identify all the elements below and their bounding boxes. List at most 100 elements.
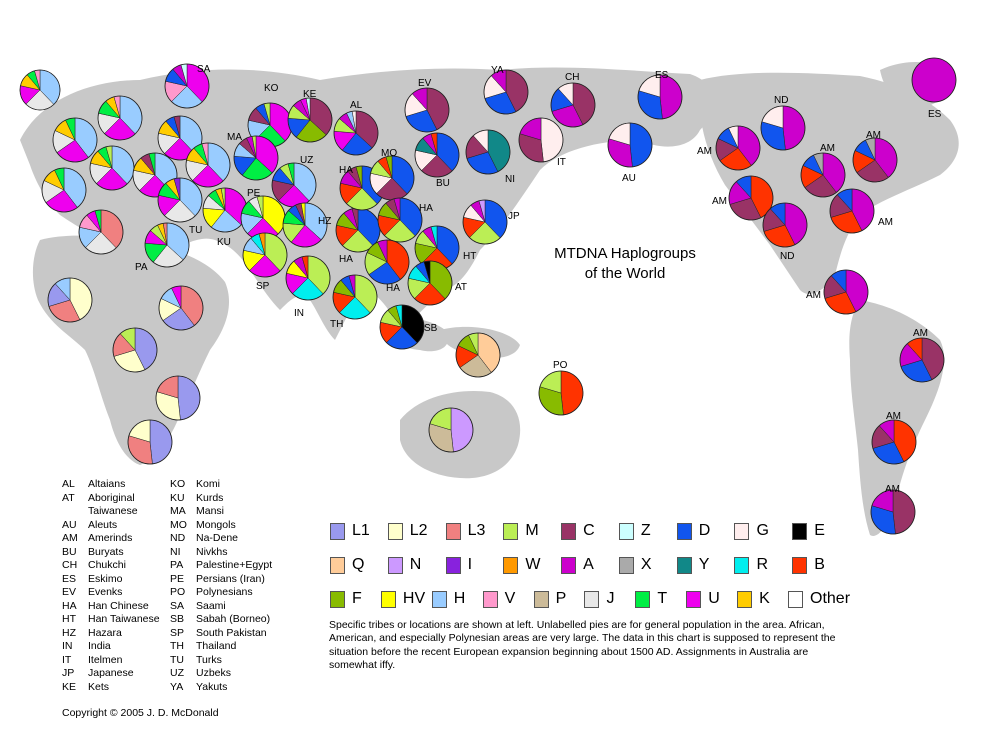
abbreviation-name: Amerinds (88, 532, 133, 544)
region-label: IN (294, 308, 304, 319)
region-label: AM (913, 328, 928, 339)
region-label: HA (339, 165, 353, 176)
legend-label: Other (810, 590, 851, 607)
map-title: MTDNA Haplogroups of the World (536, 244, 714, 284)
abbreviation-name: Mansi (196, 505, 225, 517)
abbreviation-row: SA Saami (170, 600, 272, 614)
abbreviation-name: Persians (Iran) (196, 572, 265, 585)
region-label: UZ (300, 155, 313, 166)
copyright: Copyright © 2005 J. D. McDonald (62, 707, 219, 719)
pie-outline (379, 304, 425, 350)
abbreviation-row: IT Itelmen (62, 654, 160, 668)
region-label: SP (256, 281, 270, 292)
legend-swatch (330, 522, 345, 540)
pie-chart (127, 419, 173, 465)
legend-label: B (814, 556, 825, 573)
legend-item: A (561, 556, 619, 574)
legend-label: L2 (409, 522, 428, 539)
pie-chart (332, 274, 378, 320)
legend-label: J (606, 590, 615, 607)
pie-chart (899, 337, 945, 383)
legend-label: A (583, 556, 594, 573)
region-label: HZ (318, 216, 331, 227)
abbreviation-name: Han Chinese (88, 599, 149, 612)
abbreviation-code: SP (170, 626, 185, 639)
pie-chart (823, 269, 869, 315)
pie-outline (242, 232, 288, 278)
pie-chart (414, 132, 460, 178)
pie-outline (414, 132, 460, 178)
abbreviation-row: AL Altaians (62, 478, 160, 492)
abbreviation-code: TH (170, 640, 184, 652)
pie-outline (132, 152, 178, 198)
region-label: AM (820, 143, 835, 154)
legend-item: N (387, 556, 446, 574)
legend-label: G (756, 522, 769, 539)
region-label: AM (712, 196, 727, 207)
legend-label: D (698, 522, 711, 539)
abbreviation-row: EV Evenks (62, 586, 160, 600)
legend-item: L1 (330, 522, 388, 540)
abbreviation-code: HZ (62, 626, 76, 639)
abbreviation-code: HT (62, 613, 76, 625)
pie-chart (762, 202, 808, 248)
pie-outline (97, 95, 143, 141)
region-label: MO (381, 148, 397, 159)
legend-label: I (467, 556, 473, 573)
pie-chart (550, 82, 596, 128)
abbreviation-row: IN India (62, 640, 160, 654)
legend-label: L3 (467, 522, 486, 539)
abbreviation-code: MO (170, 518, 187, 531)
pie-outline (823, 269, 869, 315)
pie-outline (127, 419, 173, 465)
legend-swatch (482, 590, 498, 608)
abbreviation-name: Thailand (196, 640, 237, 652)
pie-chart (428, 407, 474, 453)
abbreviation-row: KO Komi (170, 478, 272, 492)
abbreviation-code: BU (62, 545, 77, 558)
abbreviation-name: Altaians (88, 478, 126, 490)
abbreviation-row: TH Thailand (170, 640, 272, 654)
legend-swatch (584, 590, 600, 608)
abbreviation-name: Mongols (196, 518, 236, 531)
region-label: TU (189, 225, 202, 236)
region-label: CH (565, 72, 579, 83)
legend-label: Z (640, 522, 651, 539)
pie-outline (911, 57, 957, 103)
pie-chart (800, 152, 846, 198)
legend-swatch (503, 522, 519, 540)
region-label: BU (436, 178, 450, 189)
legend-label: H (453, 590, 466, 607)
legend-label: R (756, 556, 769, 573)
pie-chart (518, 117, 564, 163)
pie-outline (455, 332, 501, 378)
legend-row: L1 L2 L3 M C Z D G E (330, 514, 850, 548)
abbreviation-name: Hazara (88, 626, 122, 639)
region-label: KE (303, 89, 317, 100)
legend-swatch (387, 556, 403, 574)
region-label: PE (247, 188, 261, 199)
pie-outline (762, 202, 808, 248)
pie-chart (185, 142, 231, 188)
pie-chart (462, 199, 508, 245)
legend-label: E (814, 522, 825, 539)
abbreviation-code: TU (170, 653, 184, 666)
abbreviation-name: Han Taiwanese (88, 613, 160, 625)
legend-swatch (676, 522, 692, 540)
pie-outline (47, 277, 93, 323)
region-label: PO (553, 360, 568, 371)
legend-item: F (330, 590, 381, 608)
pie-chart (455, 332, 501, 378)
region-label: AL (350, 100, 363, 111)
abbreviation-row: AM Amerinds (62, 532, 160, 546)
legend-swatch (734, 556, 750, 574)
abbreviation-code: AT (62, 491, 75, 504)
abbreviation-code: PE (170, 572, 185, 585)
pie-outline (377, 197, 423, 243)
pie-outline (157, 177, 203, 223)
pie-chart (870, 489, 916, 535)
pie-chart (377, 197, 423, 243)
abbreviation-code: AL (62, 478, 75, 490)
region-label: ND (780, 251, 794, 262)
